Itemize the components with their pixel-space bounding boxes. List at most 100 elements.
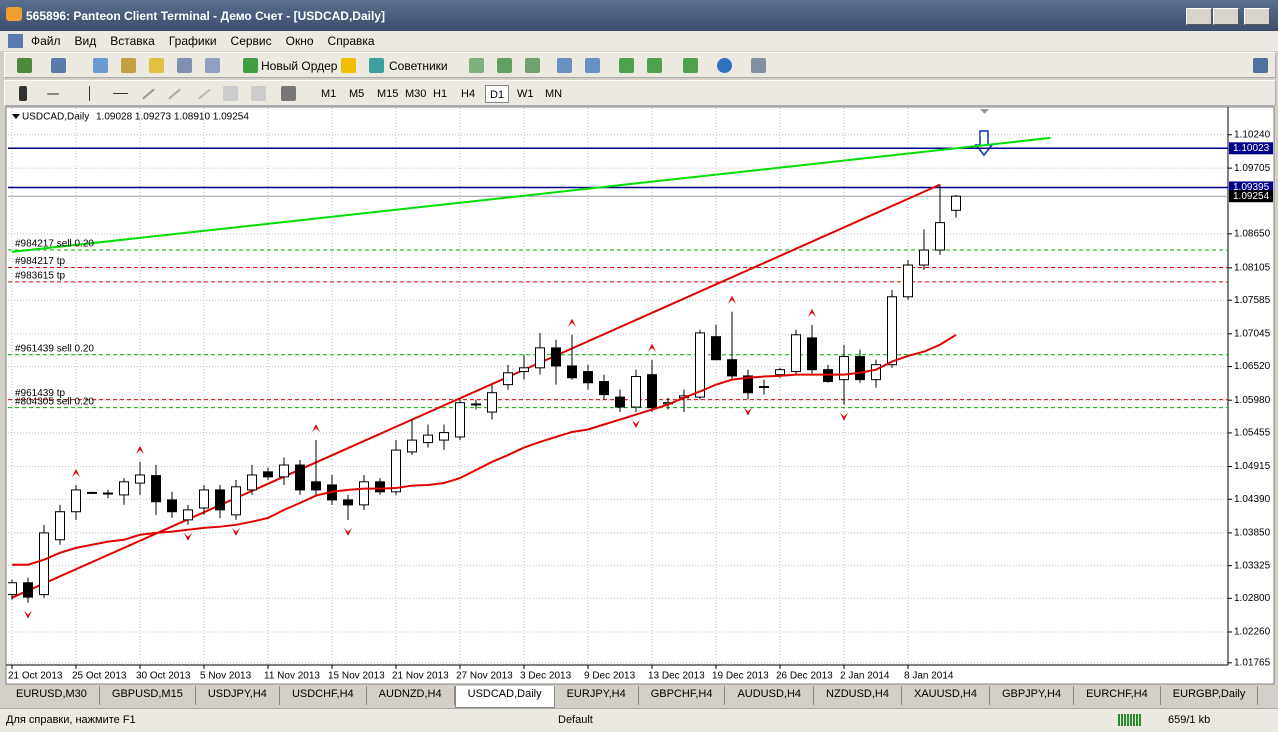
minimize-button[interactable] bbox=[1186, 8, 1212, 25]
candle-body bbox=[375, 481, 385, 493]
history-icon[interactable] bbox=[205, 58, 220, 73]
timeframe-button[interactable]: H4 bbox=[461, 88, 476, 100]
menu-item[interactable]: Справка bbox=[327, 34, 375, 48]
price-label: 1.09254 bbox=[1233, 191, 1270, 202]
indicators-icon[interactable] bbox=[683, 58, 698, 73]
text-tool[interactable] bbox=[223, 86, 238, 101]
new-order-icon[interactable] bbox=[243, 58, 258, 73]
line-chart-icon[interactable] bbox=[525, 58, 540, 73]
periods-icon[interactable] bbox=[717, 58, 732, 73]
new-chart-icon[interactable] bbox=[17, 58, 32, 73]
toolbar-standard: Новый Ордер Советники bbox=[4, 52, 1276, 78]
experts-icon[interactable] bbox=[369, 58, 384, 73]
info-icon[interactable] bbox=[1253, 58, 1268, 73]
price-label-box bbox=[1229, 142, 1273, 155]
chart-tab[interactable]: GBPUSD,M15 bbox=[100, 686, 196, 705]
chart-tab[interactable]: USDCAD,Daily bbox=[454, 686, 555, 708]
toolbar-drawing: M1 M5 M15 M30 H1 H4 D1 W1 MN bbox=[4, 80, 1276, 106]
channel-tool[interactable] bbox=[168, 88, 181, 100]
timeframe-button[interactable]: M1 bbox=[321, 88, 337, 100]
candle-body bbox=[263, 471, 273, 478]
close-button[interactable] bbox=[1244, 8, 1270, 25]
arrows-tool[interactable] bbox=[281, 86, 296, 101]
candle-body bbox=[599, 381, 609, 396]
fractal-up bbox=[72, 468, 80, 477]
y-tick-label: 1.05980 bbox=[1234, 395, 1271, 406]
market-watch-icon[interactable] bbox=[93, 58, 108, 73]
experts-button[interactable]: Советники bbox=[389, 59, 448, 73]
templates-icon[interactable] bbox=[751, 58, 766, 73]
tester-icon[interactable] bbox=[177, 58, 192, 73]
menu-item[interactable]: Файл bbox=[31, 34, 61, 48]
chart-ohlc: 1.09028 1.09273 1.08910 1.09254 bbox=[96, 112, 249, 123]
chart-tab[interactable]: EURGBP,Daily bbox=[1161, 686, 1259, 705]
candle-body bbox=[247, 474, 257, 491]
profiles-icon[interactable] bbox=[51, 58, 66, 73]
metaeditor-icon[interactable] bbox=[341, 58, 356, 73]
candle-body bbox=[631, 376, 641, 408]
timeframe-button[interactable]: W1 bbox=[517, 88, 534, 100]
chart-tab[interactable]: XAUUSD,H4 bbox=[902, 686, 990, 705]
candle-body bbox=[215, 489, 225, 511]
chart-tab[interactable]: GBPCHF,H4 bbox=[639, 686, 726, 705]
chart-tab[interactable]: USDCHF,H4 bbox=[280, 686, 367, 705]
fractal-down bbox=[744, 407, 752, 416]
trendline-tool[interactable] bbox=[142, 88, 155, 100]
zoom-out-icon[interactable] bbox=[585, 58, 600, 73]
menu-item[interactable]: Графики bbox=[168, 34, 217, 48]
timeframe-button[interactable]: H1 bbox=[433, 88, 448, 100]
trendline bbox=[11, 136, 1051, 253]
menu-item[interactable]: Вид bbox=[74, 34, 97, 48]
y-tick-label: 1.08650 bbox=[1234, 228, 1271, 239]
navigator-icon[interactable] bbox=[121, 58, 136, 73]
candle-body bbox=[167, 499, 177, 513]
chart-tab[interactable]: GBPJPY,H4 bbox=[990, 686, 1075, 705]
menu-item[interactable]: Вставка bbox=[110, 34, 155, 48]
candle-chart-icon[interactable] bbox=[497, 58, 512, 73]
new-order-button[interactable]: Новый Ордер bbox=[261, 59, 338, 73]
timeframe-button[interactable]: MN bbox=[545, 88, 563, 100]
timeframe-button[interactable]: M15 bbox=[377, 88, 399, 100]
menu-item[interactable]: Окно bbox=[285, 34, 314, 48]
candle-body bbox=[39, 532, 49, 596]
fractal-up bbox=[808, 308, 816, 317]
chart-tab[interactable]: EURJPY,H4 bbox=[555, 686, 639, 705]
y-tick-label: 1.05455 bbox=[1234, 428, 1271, 439]
terminal-icon[interactable] bbox=[149, 58, 164, 73]
chart-tab[interactable]: EURCHF,H4 bbox=[1074, 686, 1161, 705]
timeframe-button[interactable]: D1 bbox=[485, 85, 510, 103]
y-tick-label: 1.03850 bbox=[1234, 528, 1271, 539]
fractal-down bbox=[184, 532, 192, 541]
zoom-in-icon[interactable] bbox=[557, 58, 572, 73]
hline-tool[interactable] bbox=[113, 93, 128, 94]
chart-tab[interactable]: EURUSD,M30 bbox=[4, 686, 100, 705]
chart-tab[interactable]: NZDUSD,H4 bbox=[814, 686, 902, 705]
fibo-tool[interactable] bbox=[198, 88, 211, 100]
label-tool[interactable] bbox=[251, 86, 266, 101]
candle-body bbox=[103, 492, 113, 495]
candle-body bbox=[551, 347, 561, 367]
candle-body bbox=[311, 481, 321, 491]
x-tick-label: 21 Nov 2013 bbox=[392, 671, 449, 682]
x-tick-label: 19 Dec 2013 bbox=[712, 671, 769, 682]
candle-body bbox=[119, 481, 129, 496]
crosshair-tool[interactable] bbox=[47, 93, 59, 95]
chart-shift-icon[interactable] bbox=[647, 58, 662, 73]
cursor-tool[interactable] bbox=[19, 86, 27, 101]
chart-tab[interactable]: USDJPY,H4 bbox=[196, 686, 280, 705]
chart-tab[interactable]: AUDNZD,H4 bbox=[367, 686, 455, 705]
timeframe-button[interactable]: M30 bbox=[405, 88, 427, 100]
candle-body bbox=[871, 364, 881, 381]
menu-bar: Файл Вид Вставка Графики Сервис Окно Справка bbox=[0, 31, 1278, 51]
timeframe-button[interactable]: M5 bbox=[349, 88, 365, 100]
fractal-up bbox=[728, 295, 736, 304]
fractal-down bbox=[632, 420, 640, 429]
vline-tool[interactable] bbox=[89, 86, 90, 101]
x-tick-label: 25 Oct 2013 bbox=[72, 671, 127, 682]
autoscroll-icon[interactable] bbox=[619, 58, 634, 73]
bar-chart-icon[interactable] bbox=[469, 58, 484, 73]
chart-tab[interactable]: AUDUSD,H4 bbox=[725, 686, 815, 705]
menu-item[interactable]: Сервис bbox=[230, 34, 272, 48]
status-bar: Для справки, нажмите F1 Default 659/1 kb bbox=[0, 708, 1278, 732]
maximize-button[interactable] bbox=[1213, 8, 1239, 25]
